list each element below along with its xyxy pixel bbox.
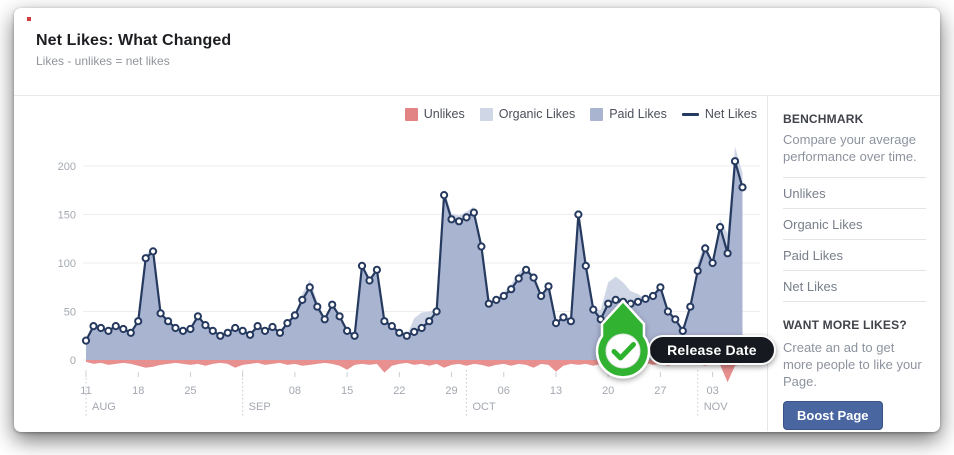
svg-text:08: 08 [289, 385, 301, 397]
organic-likes-swatch-icon [479, 107, 493, 121]
legend-label: Unlikes [423, 107, 465, 121]
legend-label: Organic Likes [498, 107, 576, 121]
svg-text:18: 18 [132, 385, 144, 397]
release-date-marker[interactable] [592, 299, 654, 383]
svg-text:SEP: SEP [249, 401, 271, 413]
benchmark-list: Unlikes Organic Likes Paid Likes Net Lik… [783, 177, 926, 302]
chart-panel: Unlikes Organic Likes Paid Likes Net Lik… [14, 96, 776, 431]
chart-legend: Unlikes Organic Likes Paid Likes Net Lik… [404, 107, 757, 121]
benchmark-item-unlikes[interactable]: Unlikes [783, 177, 926, 208]
red-marker-dot [27, 17, 31, 21]
page-title: Net Likes: What Changed [36, 32, 232, 49]
svg-text:27: 27 [654, 385, 666, 397]
release-date-tooltip: Release Date [648, 335, 776, 365]
svg-text:200: 200 [58, 161, 76, 173]
promo-description: Create an ad to get more people to like … [783, 340, 922, 389]
svg-text:22: 22 [393, 385, 405, 397]
svg-text:13: 13 [550, 385, 562, 397]
benchmark-title: BENCHMARK [783, 112, 864, 126]
svg-text:150: 150 [58, 210, 76, 222]
legend-item-organic-likes[interactable]: Organic Likes [479, 107, 576, 121]
promo-title: WANT MORE LIKES? [783, 318, 907, 332]
promo-section: WANT MORE LIKES? Create an ad to get mor… [783, 318, 926, 430]
pin-inner-circle [605, 333, 641, 369]
svg-text:20: 20 [602, 385, 614, 397]
benchmark-item-organic-likes[interactable]: Organic Likes [783, 208, 926, 239]
benchmark-description: Compare your average performance over ti… [783, 132, 917, 164]
legend-item-net-likes[interactable]: Net Likes [681, 107, 757, 121]
sidebar: BENCHMARK Compare your average performan… [767, 96, 940, 431]
svg-text:OCT: OCT [472, 401, 496, 413]
legend-item-unlikes[interactable]: Unlikes [404, 107, 465, 121]
svg-text:50: 50 [64, 307, 76, 319]
svg-text:NOV: NOV [704, 401, 729, 413]
svg-text:100: 100 [58, 258, 76, 270]
paid-likes-swatch-icon [590, 107, 604, 121]
legend-label: Paid Likes [609, 107, 667, 121]
net-likes-line-swatch-icon [681, 112, 699, 116]
benchmark-item-net-likes[interactable]: Net Likes [783, 270, 926, 302]
card-header: Net Likes: What Changed Likes - unlikes … [14, 8, 940, 96]
legend-item-paid-likes[interactable]: Paid Likes [590, 107, 667, 121]
legend-label: Net Likes [704, 107, 757, 121]
svg-text:29: 29 [445, 385, 457, 397]
svg-text:25: 25 [184, 385, 196, 397]
boost-page-button[interactable]: Boost Page [783, 401, 883, 430]
svg-text:0: 0 [70, 355, 76, 367]
svg-text:03: 03 [707, 385, 719, 397]
checkmark-icon [611, 342, 637, 361]
insights-card: Net Likes: What Changed Likes - unlikes … [14, 8, 940, 432]
page-subtitle: Likes - unlikes = net likes [36, 54, 170, 68]
benchmark-item-paid-likes[interactable]: Paid Likes [783, 239, 926, 270]
svg-text:06: 06 [498, 385, 510, 397]
svg-text:AUG: AUG [92, 401, 116, 413]
unlikes-swatch-icon [404, 107, 418, 121]
svg-text:15: 15 [341, 385, 353, 397]
